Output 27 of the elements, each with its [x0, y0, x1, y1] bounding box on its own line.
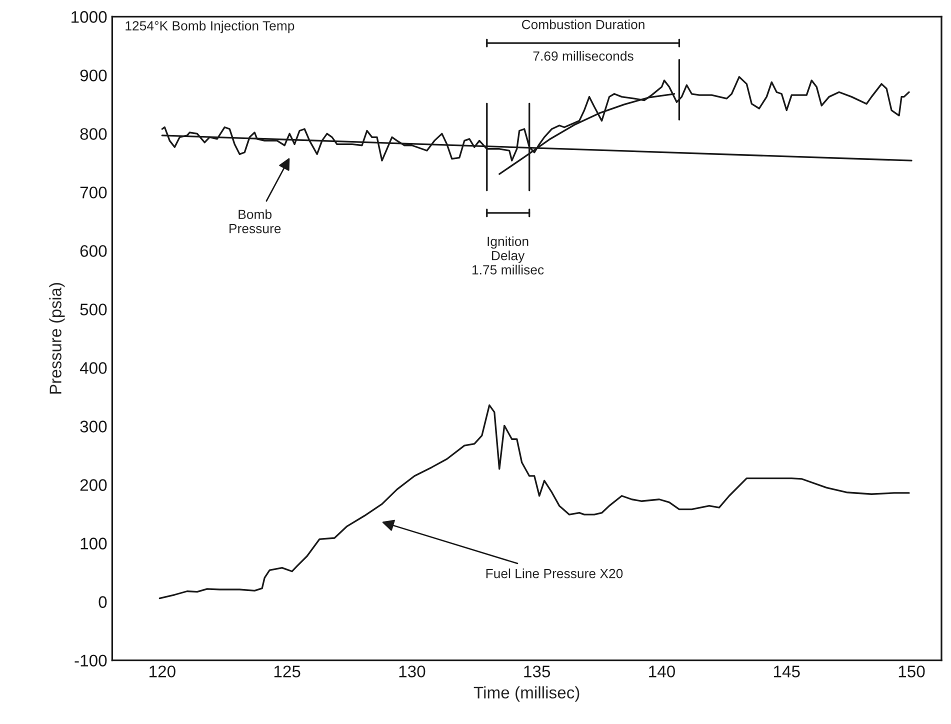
y-tick-label: 1000: [72, 11, 107, 23]
annotation: Fuel Line Pressure X20: [486, 568, 623, 578]
y-tick-label: 600: [80, 245, 107, 257]
annotation: Bomb Pressure: [230, 209, 281, 234]
y-tick-label: 200: [80, 479, 107, 491]
annotation: 7.69 milliseconds: [533, 51, 634, 61]
y-tick-label: 300: [80, 420, 107, 432]
y-tick-label: 100: [80, 538, 107, 550]
y-tick-label: 0: [98, 596, 107, 608]
y-tick-label: 500: [80, 304, 107, 316]
y-tick-label: 900: [80, 70, 107, 82]
x-tick-label: 125: [274, 666, 300, 678]
x-tick-label: 135: [524, 666, 550, 678]
x-tick-label: 130: [399, 666, 426, 678]
x-tick-label: 120: [150, 666, 176, 678]
x-tick-label: 145: [774, 666, 800, 678]
y-tick-label: 800: [80, 128, 107, 140]
y-tick-label: -100: [74, 654, 107, 666]
x-axis-title: Time (millisec): [474, 686, 580, 702]
annotation: Combustion Duration: [522, 20, 644, 30]
y-axis-title: Pressure (psia): [49, 283, 65, 394]
y-tick-label: 400: [80, 362, 107, 374]
x-tick-label: 140: [649, 666, 675, 678]
y-tick-label: 700: [80, 186, 107, 198]
x-tick-label: 150: [898, 666, 925, 678]
annotation: Ignition Delay 1.75 millisec: [472, 236, 544, 274]
annotation: 1254°K Bomb Injection Temp: [126, 20, 294, 34]
